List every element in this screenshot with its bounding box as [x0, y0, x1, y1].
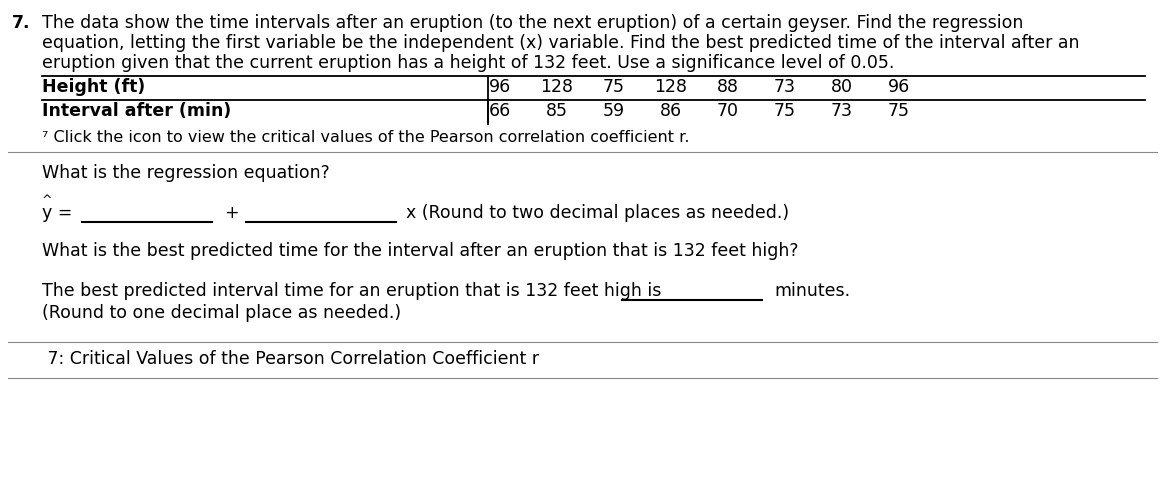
Text: 75: 75	[603, 78, 624, 96]
Text: 7.: 7.	[12, 14, 30, 32]
Text: 75: 75	[888, 102, 910, 120]
Text: What is the best predicted time for the interval after an eruption that is 132 f: What is the best predicted time for the …	[42, 242, 798, 260]
Text: Height (ft): Height (ft)	[42, 78, 146, 96]
Text: 7: Critical Values of the Pearson Correlation Coefficient r: 7: Critical Values of the Pearson Correl…	[42, 350, 539, 368]
Text: y =: y =	[42, 204, 72, 222]
Text: ^: ^	[42, 194, 52, 207]
Text: 96: 96	[489, 78, 511, 96]
Text: The best predicted interval time for an eruption that is 132 feet high is: The best predicted interval time for an …	[42, 282, 662, 300]
Text: (Round to one decimal place as needed.): (Round to one decimal place as needed.)	[42, 304, 401, 322]
Text: 75: 75	[774, 102, 796, 120]
Text: 88: 88	[716, 78, 739, 96]
Text: equation, letting the first variable be the independent (x) variable. Find the b: equation, letting the first variable be …	[42, 34, 1080, 52]
Text: ⁷ Click the icon to view the critical values of the Pearson correlation coeffici: ⁷ Click the icon to view the critical va…	[42, 130, 690, 145]
Text: 96: 96	[888, 78, 910, 96]
Text: 70: 70	[716, 102, 739, 120]
Text: +: +	[224, 204, 239, 222]
Text: x (Round to two decimal places as needed.): x (Round to two decimal places as needed…	[405, 204, 789, 222]
Text: 66: 66	[489, 102, 511, 120]
Text: 86: 86	[659, 102, 682, 120]
Text: 128: 128	[655, 78, 687, 96]
Text: 59: 59	[603, 102, 626, 120]
Text: minutes.: minutes.	[774, 282, 850, 300]
Text: The data show the time intervals after an eruption (to the next eruption) of a c: The data show the time intervals after a…	[42, 14, 1023, 32]
Text: eruption given that the current eruption has a height of 132 feet. Use a signifi: eruption given that the current eruption…	[42, 54, 895, 72]
Text: 128: 128	[541, 78, 573, 96]
Text: 85: 85	[546, 102, 569, 120]
Text: What is the regression equation?: What is the regression equation?	[42, 164, 330, 182]
Text: Interval after (min): Interval after (min)	[42, 102, 231, 120]
Text: 73: 73	[831, 102, 853, 120]
Text: 73: 73	[774, 78, 796, 96]
Text: 80: 80	[831, 78, 853, 96]
